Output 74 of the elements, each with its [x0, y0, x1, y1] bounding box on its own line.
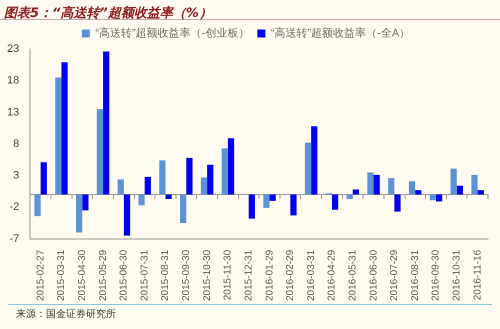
- source-note: 来源：国金证券研究所: [8, 304, 492, 321]
- x-tick-label: 2016-07-29: [389, 249, 400, 302]
- bar: [270, 194, 276, 201]
- bar: [394, 194, 401, 212]
- x-tick-label: 2015-04-30: [77, 249, 88, 302]
- y-tick-label: 3: [13, 170, 20, 182]
- bar: [415, 190, 422, 195]
- x-tick-label: 2015-08-31: [160, 249, 172, 302]
- y-tick-label: 13: [6, 106, 20, 118]
- bar: [82, 194, 88, 210]
- bar: [290, 194, 297, 216]
- y-tick-label: -7: [9, 232, 20, 245]
- bar: [450, 168, 457, 195]
- legend-label: “高送转”超额收益率（-全A）: [270, 26, 410, 40]
- y-tick-label: 18: [6, 74, 20, 87]
- x-tick-label: 2016-03-31: [306, 249, 317, 302]
- bar: [352, 189, 359, 195]
- x-tick-label: 2016-10-31: [452, 249, 463, 302]
- x-tick-label: 2015-09-30: [181, 249, 192, 302]
- bar: [76, 194, 82, 233]
- x-tick-label: 2015-03-31: [56, 249, 68, 302]
- bar: [124, 194, 130, 236]
- x-tick-label: 2015-02-27: [35, 249, 46, 302]
- x-tick-label: 2015-12-31: [243, 249, 254, 302]
- bar: [207, 164, 214, 195]
- bar: [103, 52, 110, 195]
- bar: [222, 148, 228, 195]
- bar: [456, 186, 464, 195]
- bar: [374, 174, 380, 195]
- bar: [55, 77, 62, 195]
- bar: [165, 194, 172, 199]
- x-tick-label: 2016-05-31: [348, 249, 358, 302]
- bar: [96, 109, 104, 195]
- bar: [34, 194, 41, 216]
- chart-title: 图表5：“高送转”超额收益率（%）: [0, 0, 500, 21]
- bar: [144, 176, 151, 195]
- legend-label: “高送转”超额收益率（-创业板）: [95, 26, 250, 40]
- bar: [159, 160, 166, 195]
- y-tick-label: -2: [9, 201, 20, 214]
- x-tick-label: 2015-06-30: [118, 249, 130, 302]
- x-tick-label: 2016-01-29: [264, 249, 276, 302]
- x-tick-label: 2015-11-30: [222, 249, 234, 300]
- x-tick-label: 2016-11-16: [472, 249, 484, 300]
- bar: [430, 194, 436, 200]
- x-tick-label: 2016-06-30: [368, 249, 380, 302]
- x-tick-label: 2016-02-29: [285, 249, 296, 302]
- x-tick-label: 2015-07-31: [139, 249, 150, 302]
- bar: [367, 172, 374, 195]
- bar: [332, 194, 338, 210]
- x-tick-label: 2016-08-31: [410, 249, 421, 302]
- bar: [40, 162, 47, 195]
- bar: [471, 174, 478, 195]
- x-tick-label: 2015-10-30: [202, 249, 213, 302]
- bar: [138, 194, 145, 206]
- bar: [228, 138, 234, 195]
- bar: [478, 190, 484, 195]
- x-tick-label: 2016-09-30: [430, 249, 442, 302]
- bar: [200, 177, 208, 195]
- bar: [436, 194, 442, 202]
- y-tick-label: 23: [6, 43, 20, 56]
- bar: [186, 158, 193, 195]
- bar: [311, 126, 318, 195]
- bar: [388, 178, 394, 195]
- bar: [248, 194, 255, 219]
- bar: [304, 142, 312, 195]
- x-tick-label: 2016-04-29: [326, 249, 338, 302]
- y-tick-label: 8: [13, 138, 20, 150]
- bar: [61, 62, 68, 195]
- x-tick-label: 2015-05-29: [98, 249, 109, 302]
- bar: [180, 194, 186, 224]
- bar: [118, 179, 124, 195]
- bar: [408, 181, 416, 195]
- bar: [346, 194, 353, 199]
- bar: [263, 194, 270, 208]
